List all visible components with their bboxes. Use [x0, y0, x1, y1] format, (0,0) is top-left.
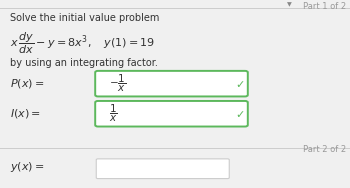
Text: $x\,\dfrac{dy}{dx} - y = 8x^3,\quad y(1) = 19$: $x\,\dfrac{dy}{dx} - y = 8x^3,\quad y(1)…	[10, 30, 155, 55]
Text: ▼: ▼	[287, 2, 292, 7]
Text: $I(x) =$: $I(x) =$	[10, 107, 41, 120]
Text: $\dfrac{1}{x}$: $\dfrac{1}{x}$	[108, 103, 117, 124]
Text: Solve the initial value problem: Solve the initial value problem	[10, 13, 160, 23]
Text: Part 2 of 2: Part 2 of 2	[303, 145, 346, 154]
FancyBboxPatch shape	[95, 71, 248, 96]
Text: Part 1 of 2: Part 1 of 2	[303, 2, 346, 11]
Text: $\checkmark$: $\checkmark$	[235, 79, 244, 89]
Text: $-\dfrac{1}{x}$: $-\dfrac{1}{x}$	[108, 73, 126, 94]
FancyBboxPatch shape	[96, 159, 229, 179]
Text: $P(x) =$: $P(x) =$	[10, 77, 45, 90]
Text: $y(x) =$: $y(x) =$	[10, 160, 45, 174]
Text: $\checkmark$: $\checkmark$	[235, 109, 244, 119]
FancyBboxPatch shape	[95, 101, 248, 127]
Text: by using an integrating factor.: by using an integrating factor.	[10, 58, 158, 68]
